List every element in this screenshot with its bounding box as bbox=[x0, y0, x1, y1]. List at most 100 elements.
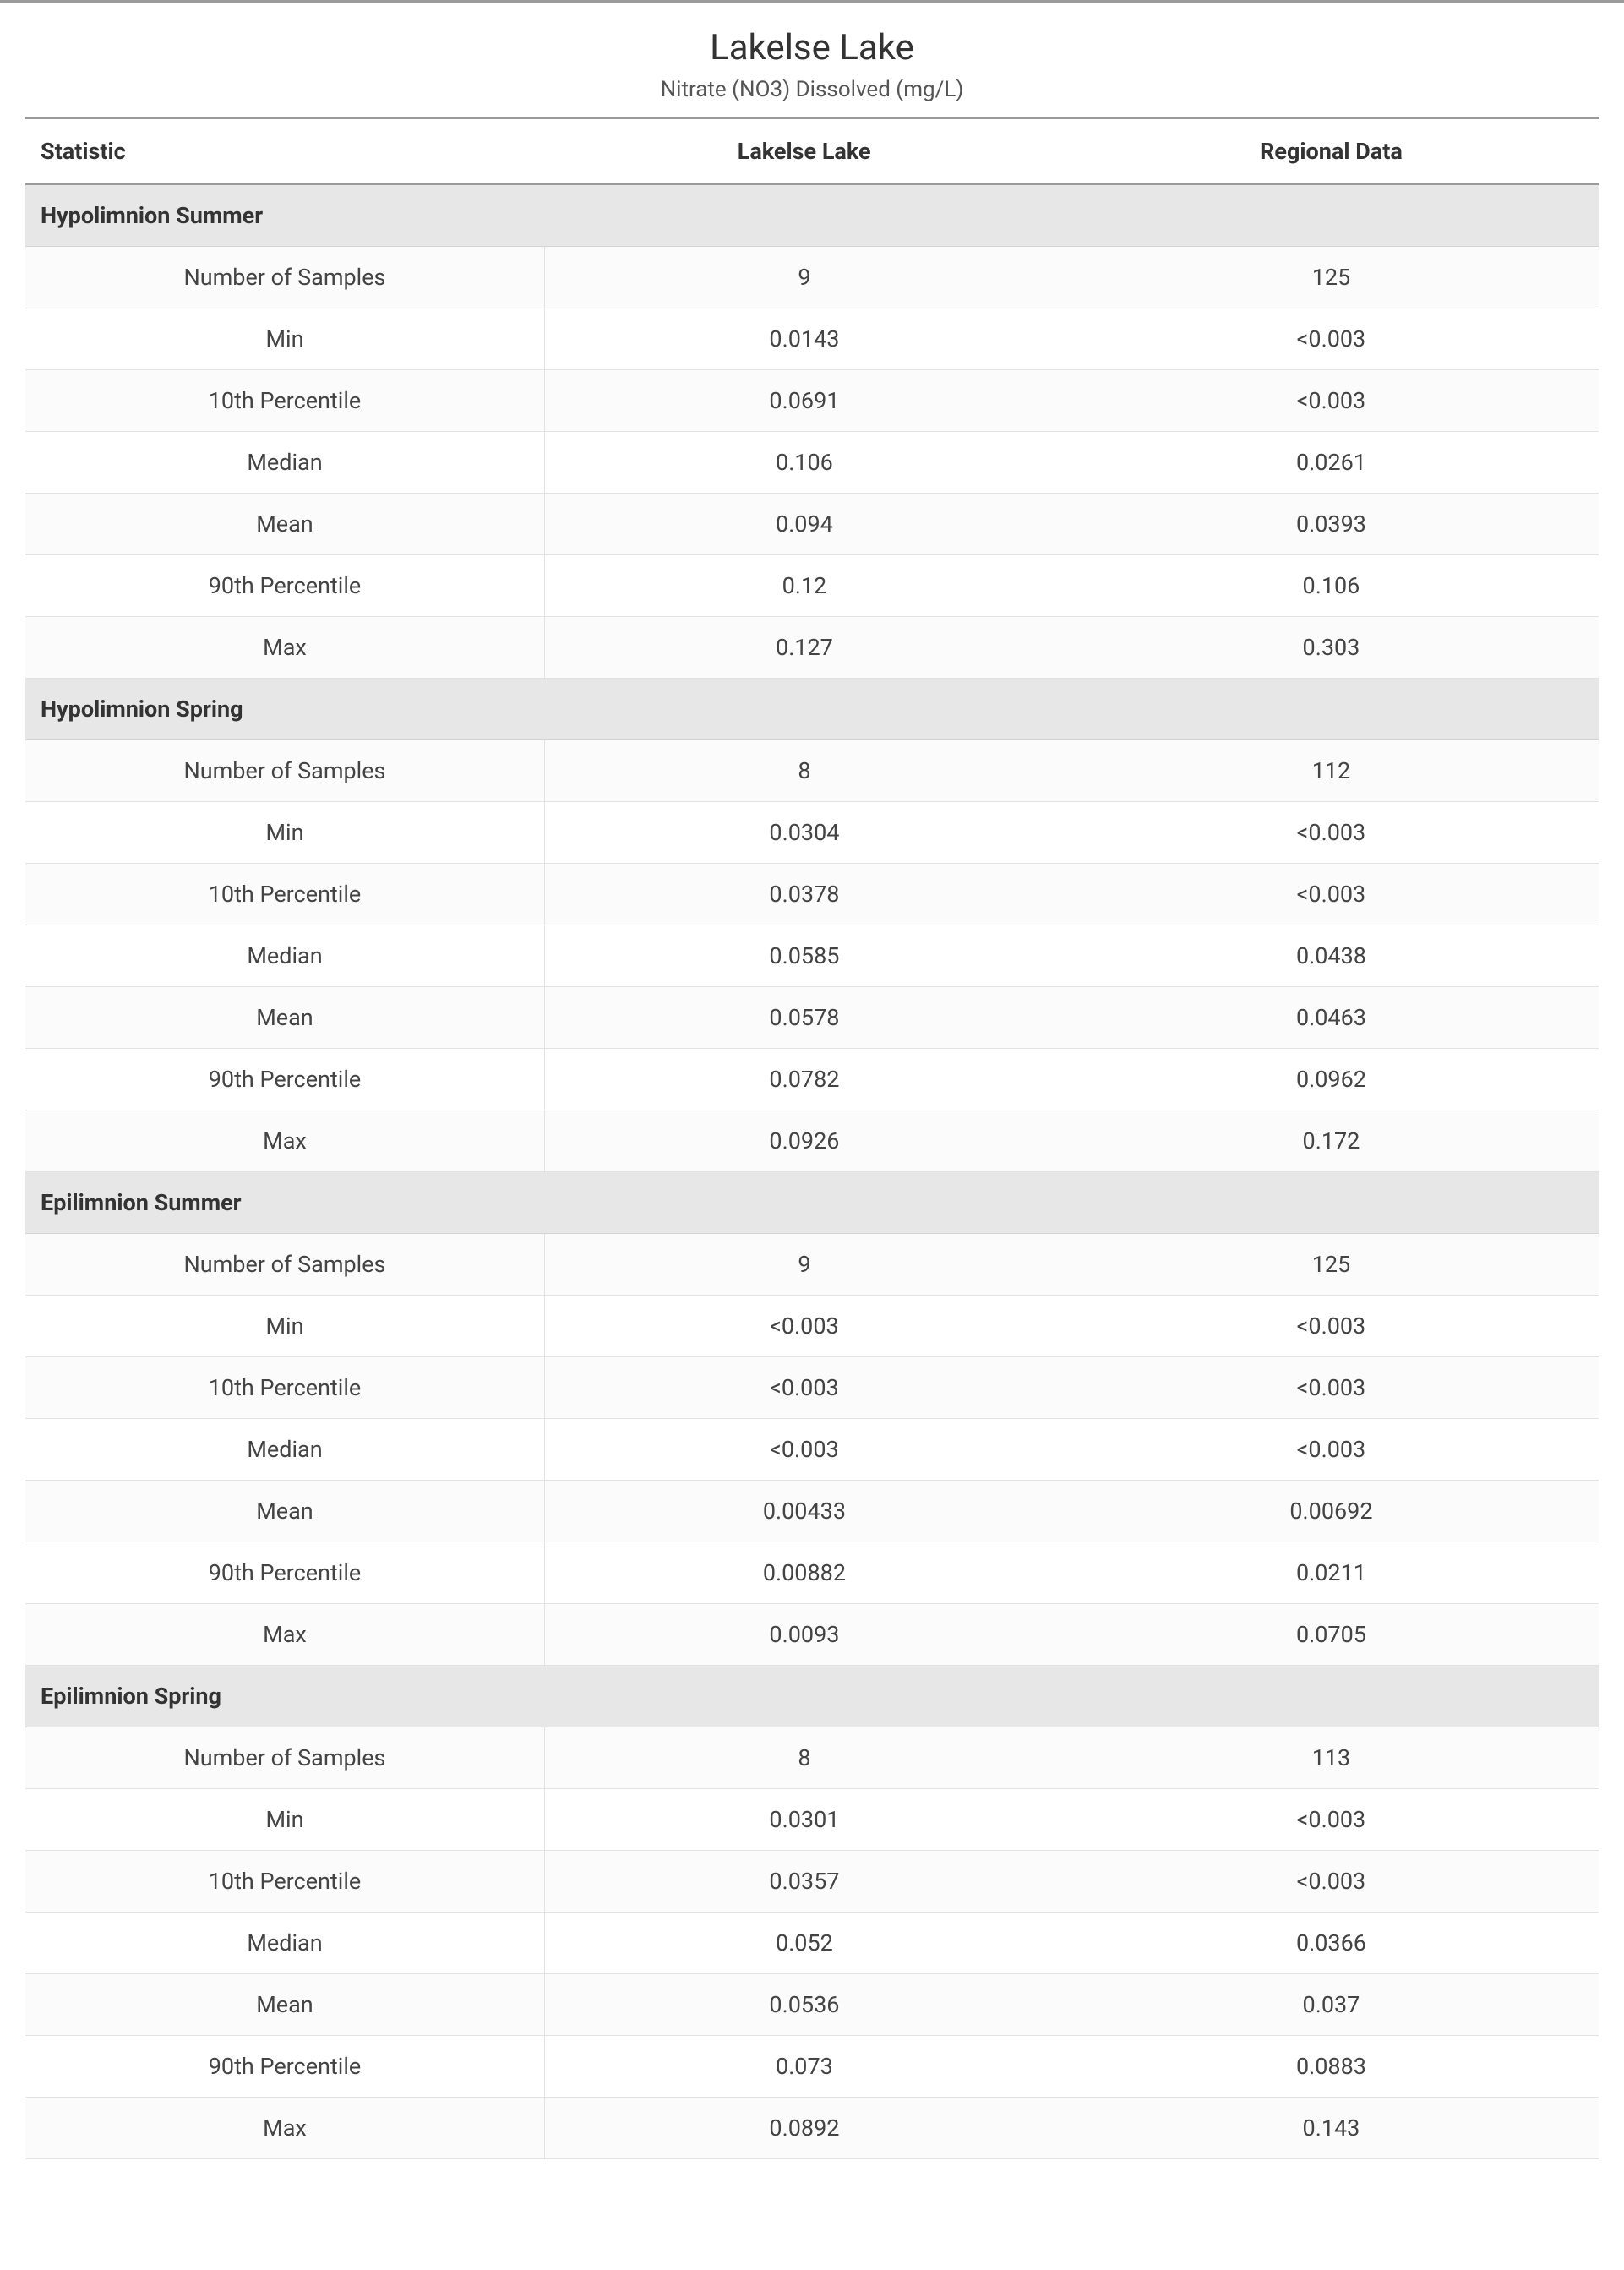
table-row: Max0.1270.303 bbox=[25, 617, 1599, 679]
section-header: Hypolimnion Spring bbox=[25, 679, 1599, 740]
regional-value-cell: <0.003 bbox=[1064, 370, 1599, 432]
section-header: Epilimnion Spring bbox=[25, 1666, 1599, 1727]
stat-name-cell: 10th Percentile bbox=[25, 370, 544, 432]
regional-value-cell: <0.003 bbox=[1064, 864, 1599, 925]
table-row: Mean0.0940.0393 bbox=[25, 494, 1599, 555]
stat-name-cell: Mean bbox=[25, 1481, 544, 1542]
section-header: Epilimnion Summer bbox=[25, 1172, 1599, 1234]
regional-value-cell: 112 bbox=[1064, 740, 1599, 802]
lake-value-cell: 0.0782 bbox=[544, 1049, 1063, 1110]
regional-value-cell: <0.003 bbox=[1064, 308, 1599, 370]
stat-name-cell: 90th Percentile bbox=[25, 1542, 544, 1604]
regional-value-cell: <0.003 bbox=[1064, 1851, 1599, 1913]
stat-name-cell: Max bbox=[25, 1604, 544, 1666]
stat-name-cell: Median bbox=[25, 925, 544, 987]
lake-value-cell: 0.094 bbox=[544, 494, 1063, 555]
title-block: Lakelse Lake Nitrate (NO3) Dissolved (mg… bbox=[25, 3, 1599, 119]
col-header-lake: Lakelse Lake bbox=[544, 119, 1063, 184]
stat-name-cell: Max bbox=[25, 2098, 544, 2159]
section-title: Hypolimnion Spring bbox=[25, 679, 1599, 740]
stat-name-cell: Min bbox=[25, 802, 544, 864]
col-header-regional: Regional Data bbox=[1064, 119, 1599, 184]
stats-table: Statistic Lakelse Lake Regional Data Hyp… bbox=[25, 119, 1599, 2159]
col-header-statistic: Statistic bbox=[25, 119, 544, 184]
stat-name-cell: Mean bbox=[25, 1974, 544, 2036]
stat-name-cell: Min bbox=[25, 1296, 544, 1357]
lake-value-cell: 0.0536 bbox=[544, 1974, 1063, 2036]
lake-value-cell: 9 bbox=[544, 247, 1063, 308]
lake-value-cell: 0.0892 bbox=[544, 2098, 1063, 2159]
lake-value-cell: 0.0301 bbox=[544, 1789, 1063, 1851]
regional-value-cell: 0.172 bbox=[1064, 1110, 1599, 1172]
table-row: Min<0.003<0.003 bbox=[25, 1296, 1599, 1357]
table-row: Max0.00930.0705 bbox=[25, 1604, 1599, 1666]
section-title: Hypolimnion Summer bbox=[25, 184, 1599, 247]
lake-value-cell: <0.003 bbox=[544, 1296, 1063, 1357]
regional-value-cell: 0.143 bbox=[1064, 2098, 1599, 2159]
lake-value-cell: 0.127 bbox=[544, 617, 1063, 679]
stat-name-cell: Mean bbox=[25, 494, 544, 555]
table-row: 10th Percentile0.0691<0.003 bbox=[25, 370, 1599, 432]
regional-value-cell: <0.003 bbox=[1064, 1296, 1599, 1357]
table-row: 90th Percentile0.07820.0962 bbox=[25, 1049, 1599, 1110]
stat-name-cell: 90th Percentile bbox=[25, 2036, 544, 2098]
stat-name-cell: 10th Percentile bbox=[25, 1357, 544, 1419]
table-row: Mean0.004330.00692 bbox=[25, 1481, 1599, 1542]
regional-value-cell: 0.0883 bbox=[1064, 2036, 1599, 2098]
regional-value-cell: <0.003 bbox=[1064, 802, 1599, 864]
table-row: Number of Samples9125 bbox=[25, 247, 1599, 308]
table-row: Number of Samples8113 bbox=[25, 1727, 1599, 1789]
table-row: Mean0.05360.037 bbox=[25, 1974, 1599, 2036]
regional-value-cell: 0.106 bbox=[1064, 555, 1599, 617]
regional-value-cell: 0.0705 bbox=[1064, 1604, 1599, 1666]
lake-value-cell: 0.12 bbox=[544, 555, 1063, 617]
regional-value-cell: 125 bbox=[1064, 1234, 1599, 1296]
stat-name-cell: Min bbox=[25, 308, 544, 370]
lake-value-cell: 0.106 bbox=[544, 432, 1063, 494]
table-row: 90th Percentile0.0730.0883 bbox=[25, 2036, 1599, 2098]
regional-value-cell: 0.00692 bbox=[1064, 1481, 1599, 1542]
page-title: Lakelse Lake bbox=[25, 27, 1599, 68]
regional-value-cell: 0.0438 bbox=[1064, 925, 1599, 987]
table-row: Number of Samples8112 bbox=[25, 740, 1599, 802]
lake-value-cell: 0.0691 bbox=[544, 370, 1063, 432]
regional-value-cell: 0.0393 bbox=[1064, 494, 1599, 555]
stat-name-cell: 90th Percentile bbox=[25, 1049, 544, 1110]
report-page: Lakelse Lake Nitrate (NO3) Dissolved (mg… bbox=[0, 0, 1624, 2159]
stat-name-cell: Median bbox=[25, 432, 544, 494]
lake-value-cell: 8 bbox=[544, 740, 1063, 802]
lake-value-cell: 0.0585 bbox=[544, 925, 1063, 987]
table-row: Min0.0301<0.003 bbox=[25, 1789, 1599, 1851]
stat-name-cell: Number of Samples bbox=[25, 740, 544, 802]
regional-value-cell: 0.303 bbox=[1064, 617, 1599, 679]
table-row: Median<0.003<0.003 bbox=[25, 1419, 1599, 1481]
regional-value-cell: 125 bbox=[1064, 247, 1599, 308]
table-row: Number of Samples9125 bbox=[25, 1234, 1599, 1296]
lake-value-cell: 0.00433 bbox=[544, 1481, 1063, 1542]
page-subtitle: Nitrate (NO3) Dissolved (mg/L) bbox=[25, 77, 1599, 102]
regional-value-cell: 0.0261 bbox=[1064, 432, 1599, 494]
lake-value-cell: 8 bbox=[544, 1727, 1063, 1789]
lake-value-cell: 0.0304 bbox=[544, 802, 1063, 864]
regional-value-cell: <0.003 bbox=[1064, 1419, 1599, 1481]
table-row: 10th Percentile<0.003<0.003 bbox=[25, 1357, 1599, 1419]
lake-value-cell: 0.0926 bbox=[544, 1110, 1063, 1172]
stat-name-cell: 10th Percentile bbox=[25, 864, 544, 925]
stat-name-cell: Number of Samples bbox=[25, 1727, 544, 1789]
stat-name-cell: Mean bbox=[25, 987, 544, 1049]
table-row: Mean0.05780.0463 bbox=[25, 987, 1599, 1049]
table-row: Median0.0520.0366 bbox=[25, 1913, 1599, 1974]
stat-name-cell: Number of Samples bbox=[25, 1234, 544, 1296]
table-row: Min0.0304<0.003 bbox=[25, 802, 1599, 864]
lake-value-cell: 0.00882 bbox=[544, 1542, 1063, 1604]
stat-name-cell: Min bbox=[25, 1789, 544, 1851]
regional-value-cell: 0.037 bbox=[1064, 1974, 1599, 2036]
lake-value-cell: <0.003 bbox=[544, 1419, 1063, 1481]
section-title: Epilimnion Summer bbox=[25, 1172, 1599, 1234]
table-row: 90th Percentile0.120.106 bbox=[25, 555, 1599, 617]
table-row: 10th Percentile0.0357<0.003 bbox=[25, 1851, 1599, 1913]
lake-value-cell: 0.0378 bbox=[544, 864, 1063, 925]
lake-value-cell: 9 bbox=[544, 1234, 1063, 1296]
stat-name-cell: Number of Samples bbox=[25, 247, 544, 308]
regional-value-cell: 0.0211 bbox=[1064, 1542, 1599, 1604]
